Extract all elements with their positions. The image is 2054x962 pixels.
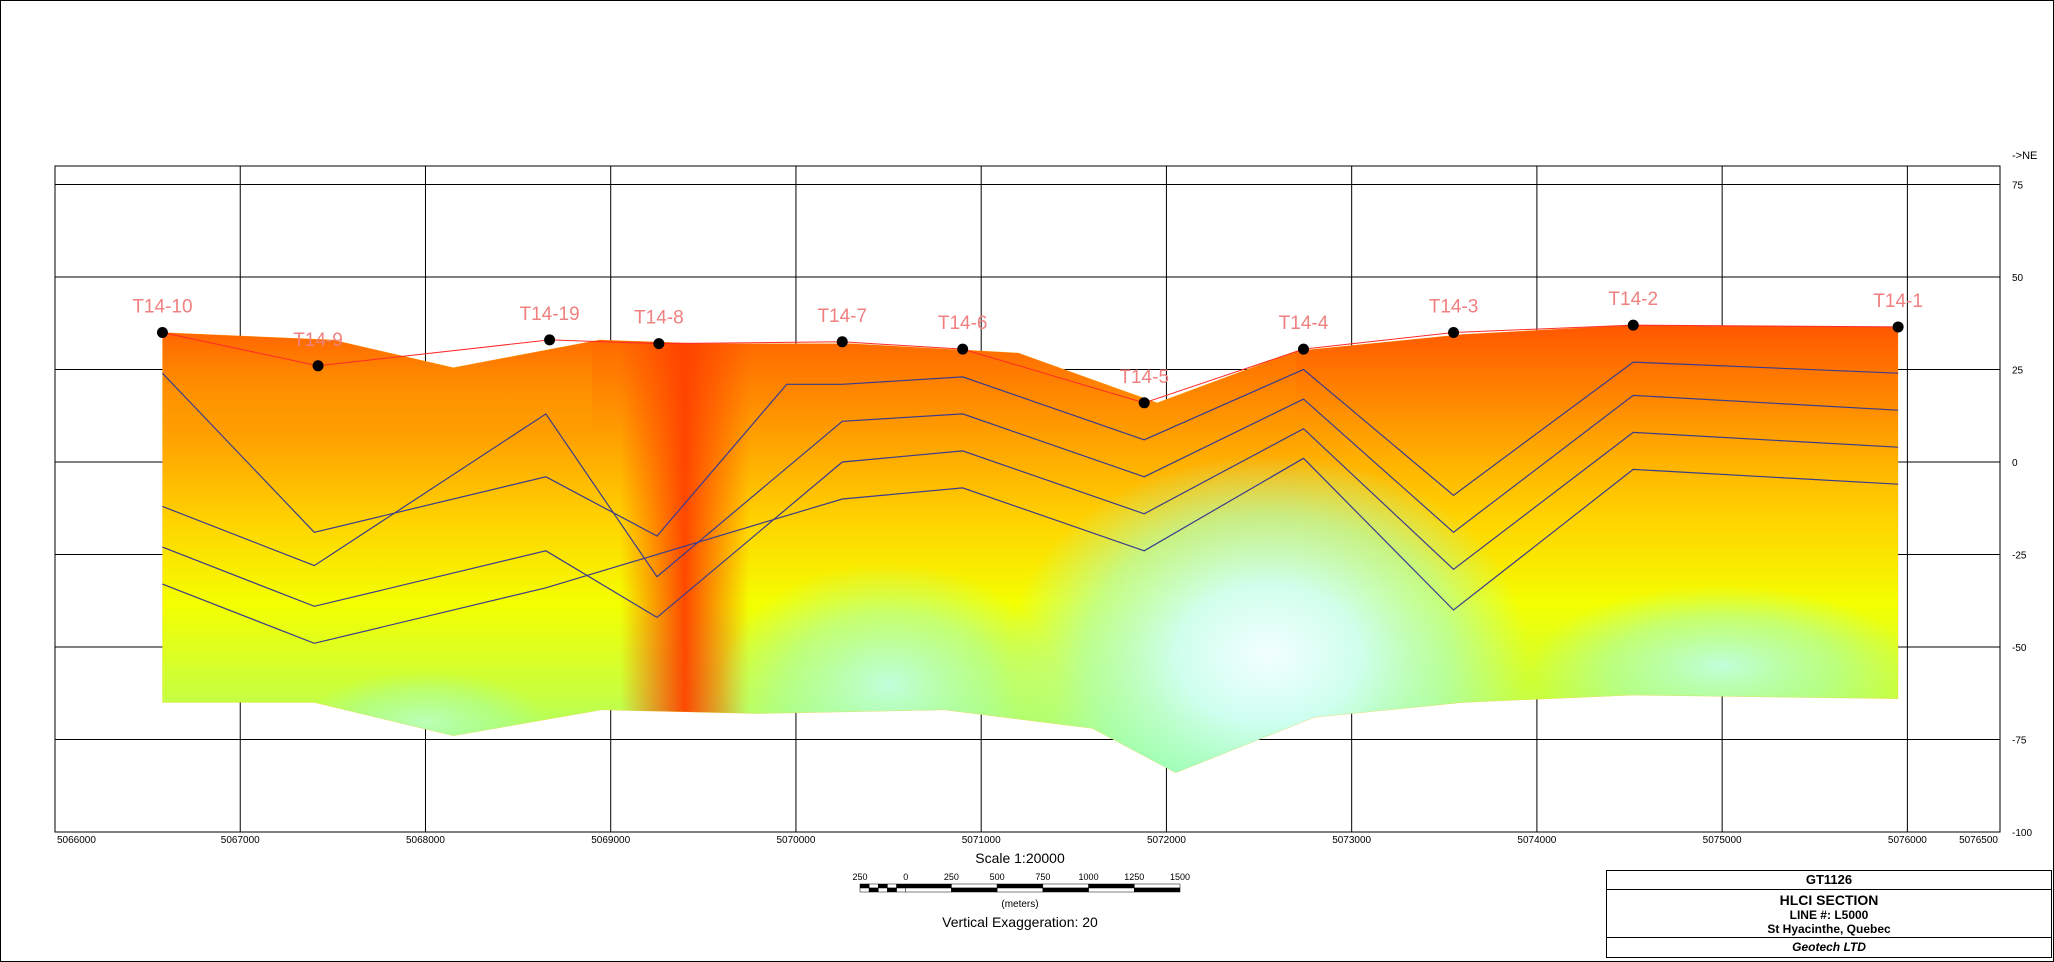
station-label: T14-5 [1119,367,1169,388]
y-tick-label: 25 [2012,366,2024,377]
x-tick-label: 5074000 [1517,835,1556,846]
station-marker [653,338,665,350]
scale-segment [951,887,998,893]
station-marker [544,334,556,346]
station-marker [1298,343,1310,355]
section-info: HLCI SECTION LINE #: L5000 St Hyacinthe,… [1607,890,2051,938]
x-tick-label: 5069000 [591,835,630,846]
y-tick-label: 75 [2012,181,2024,192]
scale-segment [1088,883,1135,889]
station-label: T14-2 [1608,289,1658,310]
scale-segment [1134,883,1181,889]
resistive-zone [1008,454,1529,773]
line-number: LINE #: L5000 [1789,908,1869,922]
scale-segment [896,883,906,889]
x-tick-label: 5067000 [221,835,260,846]
station-label: T14-3 [1429,297,1479,318]
station-label: T14-8 [634,308,684,329]
station-label: T14-9 [293,330,343,351]
x-tick-label: 5070000 [776,835,815,846]
station-marker [1627,319,1639,331]
scale-segment [996,887,1044,893]
y-tick-label: -75 [2012,736,2027,747]
scale-segment [1042,887,1089,893]
resistivity-body [162,325,1899,773]
station-label: T14-1 [1873,291,1923,312]
layer-line [162,457,1899,644]
scale-tick-label: 250 [852,872,867,882]
resistive-zone [718,564,1059,773]
direction-label: ->NE [2012,150,2037,162]
station-marker [1892,321,1904,333]
scale-segment [1042,883,1089,889]
x-tick-label: 5071000 [962,835,1001,846]
station-marker [1448,327,1460,338]
layer-line [161,361,1899,537]
job-number: GT1126 [1607,871,2051,890]
scale-tick-label: 500 [990,872,1005,882]
y-tick-label: -50 [2012,643,2027,654]
layer-line [162,394,1899,578]
scale-segment [868,887,879,893]
scale-tick-label: 1000 [1079,872,1099,882]
y-tick-label: -25 [2012,551,2027,562]
station-label: T14-4 [1279,313,1329,334]
scale-segment [887,883,897,889]
station-marker [312,360,324,372]
x-tick-label: 5073000 [1332,835,1371,846]
location: St Hyacinthe, Quebec [1767,922,1891,936]
y-tick-label: 50 [2012,273,2024,284]
scale-tick-label: 1500 [1170,872,1190,882]
scale-tick-label: 750 [1035,872,1050,882]
scale-segment [1088,887,1135,893]
x-tick-label: 5076000 [1888,835,1927,846]
scale-unit: (meters) [1001,899,1038,910]
station-marker [156,327,168,338]
scale-tick-label: 250 [944,872,959,882]
station-label: T14-19 [519,304,579,325]
scale-bar: 250 0 250 500 750 1000 1250 1500 (meters) [852,872,1190,910]
scale-title: Scale 1:20000 [975,850,1065,866]
scale-segment [1134,887,1181,893]
scale-segment [996,883,1044,889]
station-marker [957,343,969,355]
scale-segment [878,887,888,893]
axes: 5066000 5067000 5068000 5069000 5070000 50710… [57,181,2032,847]
scale-segment [878,883,888,889]
section-title: HLCI SECTION [1779,892,1879,908]
surface-warm-zone [162,325,593,548]
scale-segment [859,883,870,889]
scale-segment [951,883,998,889]
scale-tick-label: 0 [903,872,908,882]
x-tick-label: 5066000 [57,835,96,846]
scale-segment [859,887,870,893]
x-tick-label: 5075000 [1703,835,1742,846]
station-label: T14-7 [817,306,867,327]
scale-segment [905,883,952,889]
y-tick-label: -100 [2012,828,2032,839]
station-label: T14-6 [938,313,988,334]
scale-segment [896,887,906,893]
scale-segment [887,887,897,893]
station-marker [836,336,848,348]
plot-border [54,165,2001,833]
scale-tick-label: 1250 [1124,872,1144,882]
x-tick-label: 5076500 [1959,835,1998,846]
scale-block: Scale 1:20000 250 0 250 500 750 1000 1250 1500 … [850,850,1190,930]
station-label: T14-10 [132,297,192,318]
x-tick-label: 5072000 [1147,835,1186,846]
scale-segment [905,887,952,893]
vertical-exaggeration: Vertical Exaggeration: 20 [942,914,1098,930]
company-name: Geotech LTD [1792,940,1866,954]
y-tick-label: 0 [2012,458,2018,469]
layer-line [162,427,1899,619]
x-tick-label: 5068000 [406,835,445,846]
scale-segment [868,883,879,889]
stations: T14-10 T14-9 T14-19 T14-8 T14-7 T14-6 T14-5 T14… [132,289,1923,409]
station-marker [1138,397,1150,409]
title-block: GT1126 HLCI SECTION LINE #: L5000 St Hya… [1606,870,2052,958]
